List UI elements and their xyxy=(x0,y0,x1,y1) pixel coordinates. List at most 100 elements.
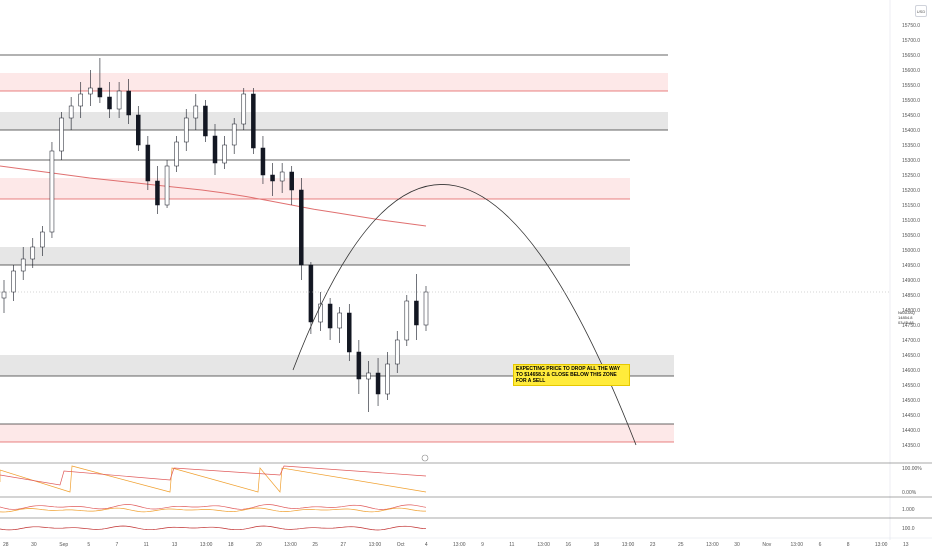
time-tick: Sep xyxy=(59,542,68,548)
trade-annotation[interactable]: EXPECTING PRICE TO DROP ALL THE WAY TO $… xyxy=(513,364,630,386)
time-tick: 13:00 xyxy=(875,542,888,548)
price-tick: 14400.0 xyxy=(902,428,920,434)
candle-body xyxy=(308,264,314,323)
candle-body xyxy=(183,117,189,143)
price-tick: 14650.0 xyxy=(902,353,920,359)
time-tick: 13 xyxy=(903,542,909,548)
time-tick: 30 xyxy=(734,542,740,548)
candle-body xyxy=(174,141,179,167)
candle-body xyxy=(241,93,247,125)
candle-body xyxy=(107,96,112,110)
price-tick: 14800.0 xyxy=(902,308,920,314)
arc-path xyxy=(292,184,637,446)
candle-body xyxy=(347,312,352,353)
indicator-tick: 0.00% xyxy=(902,490,917,496)
time-tick: 11 xyxy=(144,542,149,548)
candle-body xyxy=(299,189,304,266)
scroll-icon xyxy=(421,454,429,462)
candle-body xyxy=(385,363,390,395)
moving-average-line xyxy=(0,165,427,227)
price-tick: 14850.0 xyxy=(902,293,920,299)
candle-body xyxy=(203,105,208,137)
time-axis: 28 30 Sep 5 7 11 13 13:00 18 20 13:00 25 27 13:00 Oct 4… xyxy=(0,454,932,548)
candle-body xyxy=(97,87,103,98)
candle-body xyxy=(164,165,170,206)
candle-body xyxy=(88,87,93,95)
osc3-red xyxy=(0,525,427,531)
candle-body xyxy=(155,180,160,206)
time-tick: Oct xyxy=(397,542,405,548)
time-tick: 16 xyxy=(566,542,572,548)
candle-body xyxy=(136,114,141,146)
price-tick: 15500.0 xyxy=(902,98,920,104)
candle-body xyxy=(212,135,218,164)
price-tick: 14600.0 xyxy=(902,368,920,374)
osc-red xyxy=(0,465,427,486)
time-tick: 13:00 xyxy=(622,542,635,548)
candle-body xyxy=(193,105,199,119)
currency-label: USD xyxy=(915,5,927,17)
candle-body xyxy=(68,105,74,119)
time-tick: 25 xyxy=(312,542,318,548)
price-tick: 15650.0 xyxy=(902,53,920,59)
price-axis: 15750.0 15700.0 15650.0 15600.0 15550.0 15500… xyxy=(889,0,920,540)
price-tick: 15100.0 xyxy=(902,218,920,224)
zone-0 xyxy=(0,73,668,91)
candle-body xyxy=(356,351,362,380)
zone-1 xyxy=(0,112,668,130)
time-tick: 28 xyxy=(3,542,9,548)
candle-body xyxy=(49,150,55,233)
time-tick: 18 xyxy=(594,542,600,548)
time-tick: 13:00 xyxy=(706,542,719,548)
candle-body xyxy=(222,144,227,164)
time-tick: 27 xyxy=(341,542,347,548)
time-tick: 6 xyxy=(819,542,822,548)
price-tick: 14700.0 xyxy=(902,338,920,344)
price-tick: 15600.0 xyxy=(902,68,920,74)
candle-body xyxy=(11,270,16,293)
zone-4 xyxy=(0,355,674,376)
price-tick: 15700.0 xyxy=(902,38,920,44)
time-tick: 13:00 xyxy=(200,542,213,548)
price-tick: 14450.0 xyxy=(902,413,920,419)
time-tick: 20 xyxy=(256,542,262,548)
candle-body xyxy=(423,291,429,326)
symbol-tag: NASDAQ xyxy=(898,310,915,315)
price-tick: 15450.0 xyxy=(902,113,920,119)
osc-yellow xyxy=(0,465,427,493)
candle-body xyxy=(279,171,285,182)
candle-body xyxy=(375,372,381,395)
price-tick: 15300.0 xyxy=(902,158,920,164)
candle-body xyxy=(394,339,400,365)
zones-layer xyxy=(0,73,674,443)
price-tick: 14750.0 xyxy=(902,323,920,329)
candle-body xyxy=(20,258,26,272)
price-tick: 15750.0 xyxy=(902,23,920,29)
candle-body xyxy=(40,231,45,248)
zone-3 xyxy=(0,247,630,265)
time-tick: 13:00 xyxy=(453,542,466,548)
price-tick: 15550.0 xyxy=(902,83,920,89)
price-tick: 14500.0 xyxy=(902,398,920,404)
candle-body xyxy=(231,123,237,146)
time-tick: 23 xyxy=(650,542,656,548)
time-tick: 25 xyxy=(678,542,684,548)
countdown: 03:45:48 xyxy=(898,320,914,325)
zone-2 xyxy=(0,178,630,199)
candle-body xyxy=(78,93,83,107)
price-tick: 15050.0 xyxy=(902,233,920,239)
indicator-tick: 100.0 xyxy=(902,526,915,532)
candle-body xyxy=(260,147,266,176)
candle-body xyxy=(270,174,275,182)
time-tick: 5 xyxy=(87,542,90,548)
time-tick: 13:00 xyxy=(791,542,804,548)
price-tick: 15400.0 xyxy=(902,128,920,134)
candle-body xyxy=(251,93,256,149)
osc2-yellow xyxy=(0,507,426,513)
time-tick: 13:00 xyxy=(284,542,297,548)
candle-body xyxy=(126,90,131,116)
candle-body xyxy=(289,171,294,191)
time-tick: 30 xyxy=(31,542,37,548)
